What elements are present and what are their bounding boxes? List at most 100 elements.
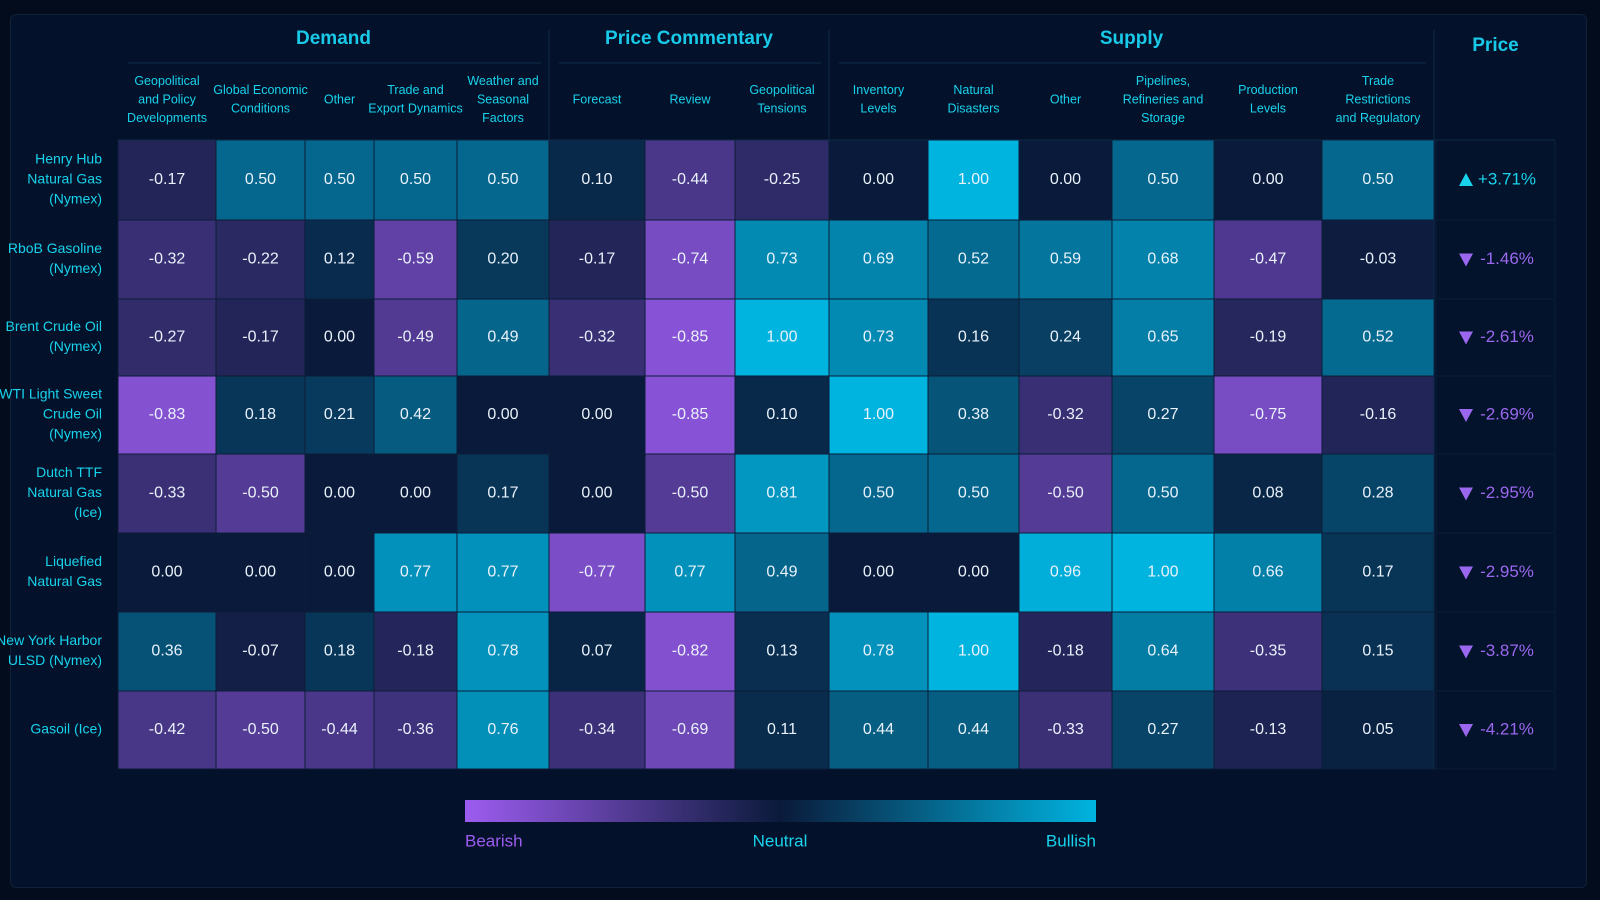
heatmap-cell bbox=[1213, 532, 1323, 613]
cell-value: -0.83 bbox=[149, 406, 186, 423]
heatmap-cell bbox=[644, 532, 736, 613]
cell-value: 0.64 bbox=[1147, 643, 1178, 660]
heatmap-cell bbox=[734, 453, 830, 534]
cell-value: 0.10 bbox=[581, 171, 612, 188]
cell-value: -0.36 bbox=[397, 721, 434, 738]
cell-value: -0.19 bbox=[1250, 329, 1287, 346]
heatmap-cell bbox=[644, 298, 736, 377]
heatmap-cell bbox=[644, 139, 736, 221]
cell-value: 0.13 bbox=[766, 643, 797, 660]
heatmap-cell bbox=[828, 611, 929, 692]
cell-value: 0.27 bbox=[1147, 406, 1178, 423]
heatmap-cell bbox=[1018, 139, 1113, 221]
cell-value: 0.49 bbox=[487, 329, 518, 346]
cell-value: 0.00 bbox=[581, 406, 612, 423]
cell-value: -0.18 bbox=[397, 643, 434, 660]
heatmap-cell bbox=[927, 532, 1020, 613]
heatmap-cell bbox=[1321, 298, 1435, 377]
cell-value: 0.05 bbox=[1362, 721, 1393, 738]
cell-value: 0.27 bbox=[1147, 721, 1178, 738]
cell-value: 0.50 bbox=[324, 171, 355, 188]
cell-value: 0.66 bbox=[1252, 564, 1283, 581]
heatmap-cell bbox=[304, 219, 375, 300]
cell-value: -0.32 bbox=[149, 251, 186, 268]
heatmap-cell bbox=[456, 219, 550, 300]
heatmap-cell bbox=[117, 690, 217, 770]
cell-value: 0.52 bbox=[958, 251, 989, 268]
cell-value: 0.44 bbox=[863, 721, 894, 738]
heatmap-cell bbox=[828, 453, 929, 534]
cell-value: 0.11 bbox=[767, 721, 797, 738]
cell-value: 1.00 bbox=[1147, 564, 1178, 581]
column-label: Pipelines, Refineries and Storage bbox=[1123, 74, 1204, 125]
heatmap-cell bbox=[456, 611, 550, 692]
cell-value: -0.82 bbox=[672, 643, 709, 660]
cell-value: -0.33 bbox=[1047, 721, 1084, 738]
price-cell bbox=[1435, 532, 1556, 613]
cell-value: 0.59 bbox=[1050, 251, 1081, 268]
heatmap-cell bbox=[1111, 690, 1215, 770]
cell-value: -0.50 bbox=[672, 485, 709, 502]
heatmap-cell bbox=[734, 611, 830, 692]
heatmap-cell bbox=[117, 139, 217, 221]
heatmap-cell bbox=[456, 298, 550, 377]
heatmap-cell bbox=[548, 611, 646, 692]
triangle-down-icon bbox=[1459, 724, 1473, 737]
cell-value: -0.33 bbox=[149, 485, 186, 502]
column-label: Inventory Levels bbox=[853, 83, 905, 116]
price-cell bbox=[1435, 690, 1556, 770]
row-label: Liquefied Natural Gas bbox=[27, 553, 102, 589]
cell-value: -0.34 bbox=[579, 721, 616, 738]
row-label: Dutch TTF Natural Gas (Ice) bbox=[27, 464, 102, 520]
heatmap-cell bbox=[644, 219, 736, 300]
heatmap-cell bbox=[828, 298, 929, 377]
cell-value: 0.50 bbox=[245, 171, 276, 188]
heatmap-cell bbox=[117, 611, 217, 692]
cell-value: 0.50 bbox=[1362, 171, 1393, 188]
cell-value: -0.16 bbox=[1360, 406, 1397, 423]
price-change: -2.95% bbox=[1480, 483, 1534, 502]
cell-value: 0.50 bbox=[1147, 171, 1178, 188]
cell-value: 0.00 bbox=[324, 329, 355, 346]
heatmap-cell bbox=[1321, 453, 1435, 534]
cell-value: -0.27 bbox=[149, 329, 186, 346]
column-label: Forecast bbox=[573, 92, 622, 106]
cell-value: -0.49 bbox=[397, 329, 434, 346]
cell-value: -0.18 bbox=[1047, 643, 1084, 660]
triangle-down-icon bbox=[1459, 566, 1473, 580]
cell-value: 0.77 bbox=[400, 564, 431, 581]
heatmap-cell bbox=[304, 611, 375, 692]
heatmap-cell bbox=[373, 298, 458, 377]
heatmap-cell bbox=[1213, 690, 1323, 770]
cell-value: -0.85 bbox=[672, 329, 709, 346]
heatmap-cell bbox=[927, 690, 1020, 770]
price-cell bbox=[1435, 219, 1556, 300]
heatmap-cell bbox=[1213, 375, 1323, 455]
triangle-up-icon bbox=[1459, 173, 1473, 186]
cell-value: 1.00 bbox=[863, 406, 894, 423]
cell-value: 0.17 bbox=[487, 485, 518, 502]
cell-value: 0.10 bbox=[766, 406, 797, 423]
cell-value: 0.00 bbox=[863, 171, 894, 188]
cell-value: 0.50 bbox=[1147, 485, 1178, 502]
heatmap-cell bbox=[734, 298, 830, 377]
legend-label: Bullish bbox=[1046, 831, 1096, 850]
price-change: -2.95% bbox=[1480, 562, 1534, 581]
heatmap-cell bbox=[1111, 532, 1215, 613]
price-change: -1.46% bbox=[1480, 249, 1534, 268]
column-label: Trade and Export Dynamics bbox=[368, 83, 462, 116]
heatmap-cell bbox=[1321, 139, 1435, 221]
heatmap-cell bbox=[304, 375, 375, 455]
cell-value: -0.85 bbox=[672, 406, 709, 423]
column-label: Review bbox=[670, 92, 712, 106]
heatmap-cell bbox=[828, 375, 929, 455]
price-cell bbox=[1435, 139, 1556, 221]
cell-value: 0.38 bbox=[958, 406, 989, 423]
cell-value: 0.36 bbox=[151, 643, 182, 660]
cell-value: 0.00 bbox=[245, 564, 276, 581]
cell-value: 0.00 bbox=[151, 564, 182, 581]
cell-value: -0.50 bbox=[242, 485, 279, 502]
cell-value: 0.00 bbox=[1252, 171, 1283, 188]
price-cell bbox=[1435, 298, 1556, 377]
cell-value: 0.52 bbox=[1362, 329, 1393, 346]
